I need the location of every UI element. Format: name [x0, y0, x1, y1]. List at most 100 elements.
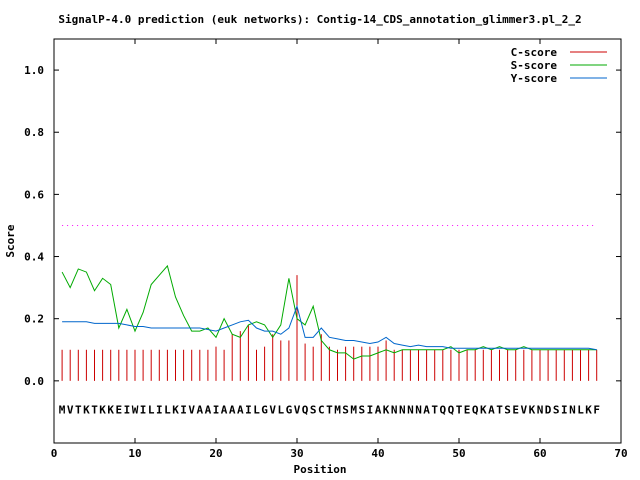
sequence-residue: K: [383, 403, 390, 416]
sequence-residue: L: [164, 403, 171, 416]
sequence-residue: I: [140, 403, 147, 416]
y-tick-label: 0.6: [24, 188, 44, 201]
sequence-residue: T: [75, 403, 82, 416]
sequence-residue: G: [286, 403, 293, 416]
sequence-residue: V: [520, 403, 527, 416]
y-tick-label: 0.8: [24, 126, 44, 139]
series-y-score: [62, 304, 597, 351]
sequence-residue: W: [132, 403, 139, 416]
sequence-residue: N: [391, 403, 398, 416]
x-axis-ticks: 0 10 20 30 40 50 60 70: [51, 39, 628, 460]
sequence-residue: A: [205, 403, 212, 416]
sequence-residue: E: [115, 403, 122, 416]
sequence-residue: K: [99, 403, 106, 416]
sequence-residue: Q: [302, 403, 309, 416]
y-tick-label: 0.4: [24, 251, 44, 264]
sequence-residue: G: [261, 403, 268, 416]
sequence-residue: M: [334, 403, 341, 416]
sequence-residue: M: [350, 403, 357, 416]
sequence-residue: N: [415, 403, 422, 416]
series-s-score: [61, 264, 597, 360]
sequence-residue: N: [569, 403, 576, 416]
sequence-residue: I: [561, 403, 568, 416]
legend-label: Y-score: [511, 72, 558, 85]
s-score-line: [61, 264, 597, 360]
sequence-residue: I: [213, 403, 220, 416]
x-tick-label: 50: [452, 447, 465, 460]
sequence-residue: V: [188, 403, 195, 416]
sequence-residue: V: [67, 403, 74, 416]
x-tick-label: 60: [533, 447, 546, 460]
sequence-residue: K: [172, 403, 179, 416]
sequence-residue: S: [504, 403, 511, 416]
sequence-residue: I: [156, 403, 163, 416]
sequence-residue: T: [326, 403, 333, 416]
sequence-residue: D: [545, 403, 552, 416]
sequence-residue: C: [318, 403, 325, 416]
sequence-residue: F: [593, 403, 600, 416]
x-tick-label: 40: [371, 447, 384, 460]
y-score-line: [62, 304, 597, 351]
x-tick-label: 30: [290, 447, 303, 460]
x-tick-label: 20: [209, 447, 222, 460]
y-axis-ticks: 0.0 0.2 0.4 0.6 0.8 1.0: [24, 64, 621, 388]
sequence-residue: K: [529, 403, 536, 416]
legend-label: S-score: [511, 59, 558, 72]
y-tick-label: 0.0: [24, 375, 44, 388]
y-axis-label: Score: [4, 224, 17, 257]
series-c-score: [61, 275, 598, 381]
sequence-residue: A: [221, 403, 228, 416]
sequence-residue: A: [229, 403, 236, 416]
sequence-residue: A: [488, 403, 495, 416]
sequence-residue: A: [237, 403, 244, 416]
sequence-residue: T: [91, 403, 98, 416]
sequence-residue: K: [107, 403, 114, 416]
sequence-residue: A: [196, 403, 203, 416]
series-layer: [61, 264, 598, 381]
sequence-residue: I: [124, 403, 131, 416]
y-tick-label: 1.0: [24, 64, 44, 77]
sequence-residue: T: [456, 403, 463, 416]
sequence-residue: T: [431, 403, 438, 416]
plot-frame: [53, 38, 622, 444]
sequence-residue: N: [537, 403, 544, 416]
chart-title: SignalP-4.0 prediction (euk networks): C…: [58, 13, 581, 26]
sequence-residue: K: [585, 403, 592, 416]
sequence-residue: L: [148, 403, 155, 416]
sequence-residue: L: [277, 403, 284, 416]
sequence-residue: V: [269, 403, 276, 416]
sequence-residue: L: [253, 403, 260, 416]
sequence-residue: A: [423, 403, 430, 416]
sequence-residue: E: [512, 403, 519, 416]
x-tick-label: 10: [128, 447, 141, 460]
sequence-residue: V: [294, 403, 301, 416]
x-axis-label: Position: [294, 463, 347, 476]
sequence-residue: T: [496, 403, 503, 416]
sequence-residue: A: [375, 403, 382, 416]
sequence-residue: S: [553, 403, 560, 416]
x-tick-label: 70: [614, 447, 627, 460]
y-tick-label: 0.2: [24, 313, 44, 326]
sequence-residue: S: [310, 403, 317, 416]
sequence-residue: Q: [439, 403, 446, 416]
sequence-residue: L: [577, 403, 584, 416]
sequence-residue: N: [407, 403, 414, 416]
sequence-residue: E: [464, 403, 471, 416]
sequence-residue: K: [83, 403, 90, 416]
sequence-residue: Q: [448, 403, 455, 416]
sequence-residue: I: [367, 403, 374, 416]
x-tick-label: 0: [51, 447, 58, 460]
sequence-residue: K: [480, 403, 487, 416]
sequence-residue: S: [342, 403, 349, 416]
sequence-residue: I: [180, 403, 187, 416]
sequence-residue: I: [245, 403, 252, 416]
sequence-residue: S: [358, 403, 365, 416]
legend-label: C-score: [511, 46, 558, 59]
sequence-residue: Q: [472, 403, 479, 416]
sequence-residue: M: [59, 403, 66, 416]
sequence-residue: N: [399, 403, 406, 416]
